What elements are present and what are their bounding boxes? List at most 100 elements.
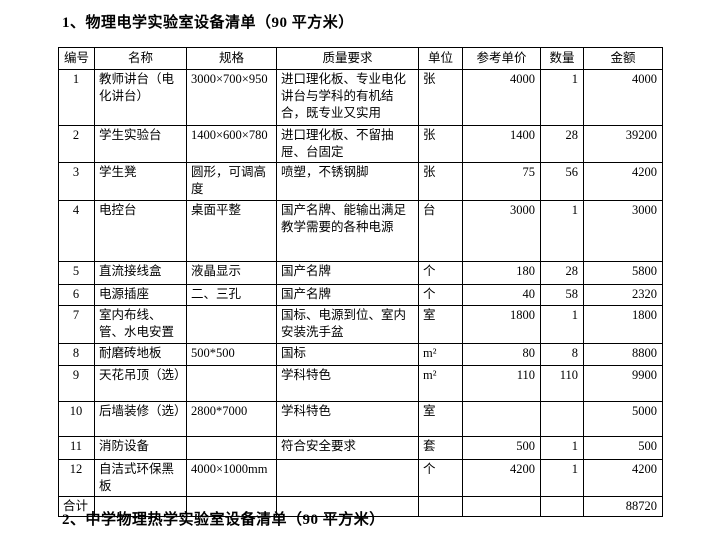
cell-unit: 室 [418,305,463,344]
table-row: 8 耐磨砖地板 500*500 国标 m² 80 8 8800 [58,343,663,366]
cell-spec: 桌面平整 [186,200,277,262]
cell-quality [276,459,419,497]
cell-spec [186,365,277,402]
table-row: 3 学生凳 圆形，可调高度 喷塑，不锈钢脚张 75 56 4200 [58,162,663,201]
cell-name: 耐磨砖地板 [94,343,187,366]
cell-name: 后墙装修（选） [94,401,187,437]
cell-price: 500 [462,436,541,460]
cell-qty: 1 [540,436,584,460]
cell-unit: 个 [418,261,463,285]
cell-price [462,401,541,437]
cell-price: 40 [462,284,541,306]
cell-no: 6 [58,284,95,306]
cell-spec: 2800*7000 [186,401,277,437]
cell-spec: 500*500 [186,343,277,366]
cell-amount: 4000 [583,69,663,126]
total-empty-cell [462,496,541,517]
column-header-no: 编号 [58,47,95,70]
cell-qty [540,401,584,437]
cell-no: 9 [58,365,95,402]
cell-unit: 张 [418,69,463,126]
total-label-cell: 合计 [58,496,95,517]
cell-qty: 8 [540,343,584,366]
cell-unit: 张 [418,125,463,163]
table-row: 1 教师讲台（电化讲台） 3000×700×950 进口理化板、专业电化讲台与学科的有… [58,69,663,126]
cell-unit: m² [418,343,463,366]
cell-amount: 4200 [583,162,663,201]
cell-price: 3000 [462,200,541,262]
cell-amount: 4200 [583,459,663,497]
table-row: 11 消防设备 符合安全要求套 500 1 500 [58,436,663,460]
cell-qty: 56 [540,162,584,201]
column-header-price: 参考单价 [462,47,541,70]
cell-name: 学生凳 [94,162,187,201]
cell-unit: 张 [418,162,463,201]
cell-quality: 喷塑，不锈钢脚 [276,162,419,201]
cell-spec: 液晶显示 [186,261,277,285]
cell-no: 4 [58,200,95,262]
cell-quality: 国产名牌、能输出满足教学需要的各种电源 [276,200,419,262]
cell-amount: 1800 [583,305,663,344]
cell-qty: 58 [540,284,584,306]
cell-price: 1400 [462,125,541,163]
cell-quality: 进口理化板、不留抽屉、台固定 [276,125,419,163]
cell-qty: 1 [540,459,584,497]
cell-name: 室内布线、管、水电安置 [94,305,187,344]
cell-quality: 国标、电源到位、室内安装洗手盆 [276,305,419,344]
cell-qty: 28 [540,261,584,285]
cell-name: 教师讲台（电化讲台） [94,69,187,126]
cell-unit: 套 [418,436,463,460]
cell-qty: 1 [540,305,584,344]
cell-quality: 国产名牌 [276,284,419,306]
cell-spec: 圆形，可调高度 [186,162,277,201]
column-header-qty: 数量 [540,47,584,70]
table-row: 9 天花吊顶（选） 学科特色 m² 110 110 9900 [58,365,663,402]
table-row: 4 电控台 桌面平整 国产名牌、能输出满足教学需要的各种电源台 3000 1 3000 [58,200,663,262]
section-title-heat-lab: 2、中学物理热学实验室设备清单（90 平方米） [62,512,385,528]
column-header-amount: 金额 [583,47,663,70]
cell-price: 4000 [462,69,541,126]
cell-amount: 5000 [583,401,663,437]
cell-spec: 1400×600×780 [186,125,277,163]
cell-no: 12 [58,459,95,497]
cell-price: 80 [462,343,541,366]
table-row: 2 学生实验台 1400×600×780 进口理化板、不留抽屉、台固定张 1400 28 3… [58,125,663,163]
cell-price: 1800 [462,305,541,344]
column-header-spec: 规格 [186,47,277,70]
table-row: 6 电源插座 二、三孔 国产名牌个 40 58 2320 [58,284,663,306]
cell-no: 1 [58,69,95,126]
cell-quality: 进口理化板、专业电化讲台与学科的有机结合，既专业又实用 [276,69,419,126]
cell-qty: 1 [540,200,584,262]
table-row: 7 室内布线、管、水电安置 国标、电源到位、室内安装洗手盆室 1800 1 1800 [58,305,663,344]
cell-name: 天花吊顶（选） [94,365,187,402]
cell-price: 75 [462,162,541,201]
cell-name: 电控台 [94,200,187,262]
cell-qty: 28 [540,125,584,163]
cell-spec: 二、三孔 [186,284,277,306]
column-header-quality: 质量要求 [276,47,419,70]
table-header-row: 编号 名称 规格 质量要求 单位 参考单价 数量 金额 [58,47,663,70]
cell-price: 180 [462,261,541,285]
cell-amount: 3000 [583,200,663,262]
cell-amount: 2320 [583,284,663,306]
cell-quality: 国标 [276,343,419,366]
cell-no: 7 [58,305,95,344]
cell-spec: 3000×700×950 [186,69,277,126]
cell-name: 学生实验台 [94,125,187,163]
cell-name: 直流接线盒 [94,261,187,285]
cell-unit: 个 [418,459,463,497]
equipment-list-table: 编号 名称 规格 质量要求 单位 参考单价 数量 金额 1 教师讲台（电化讲台） 3… [58,47,663,517]
cell-price: 4200 [462,459,541,497]
cell-unit: 室 [418,401,463,437]
total-empty-cell [540,496,584,517]
cell-unit: 个 [418,284,463,306]
table-row: 10 后墙装修（选） 2800*7000 学科特色室 5000 [58,401,663,437]
cell-unit: m² [418,365,463,402]
total-empty-cell [418,496,463,517]
cell-name: 消防设备 [94,436,187,460]
cell-name: 自洁式环保黑板 [94,459,187,497]
cell-amount: 500 [583,436,663,460]
cell-unit: 台 [418,200,463,262]
cell-spec: 4000×1000mm [186,459,277,497]
